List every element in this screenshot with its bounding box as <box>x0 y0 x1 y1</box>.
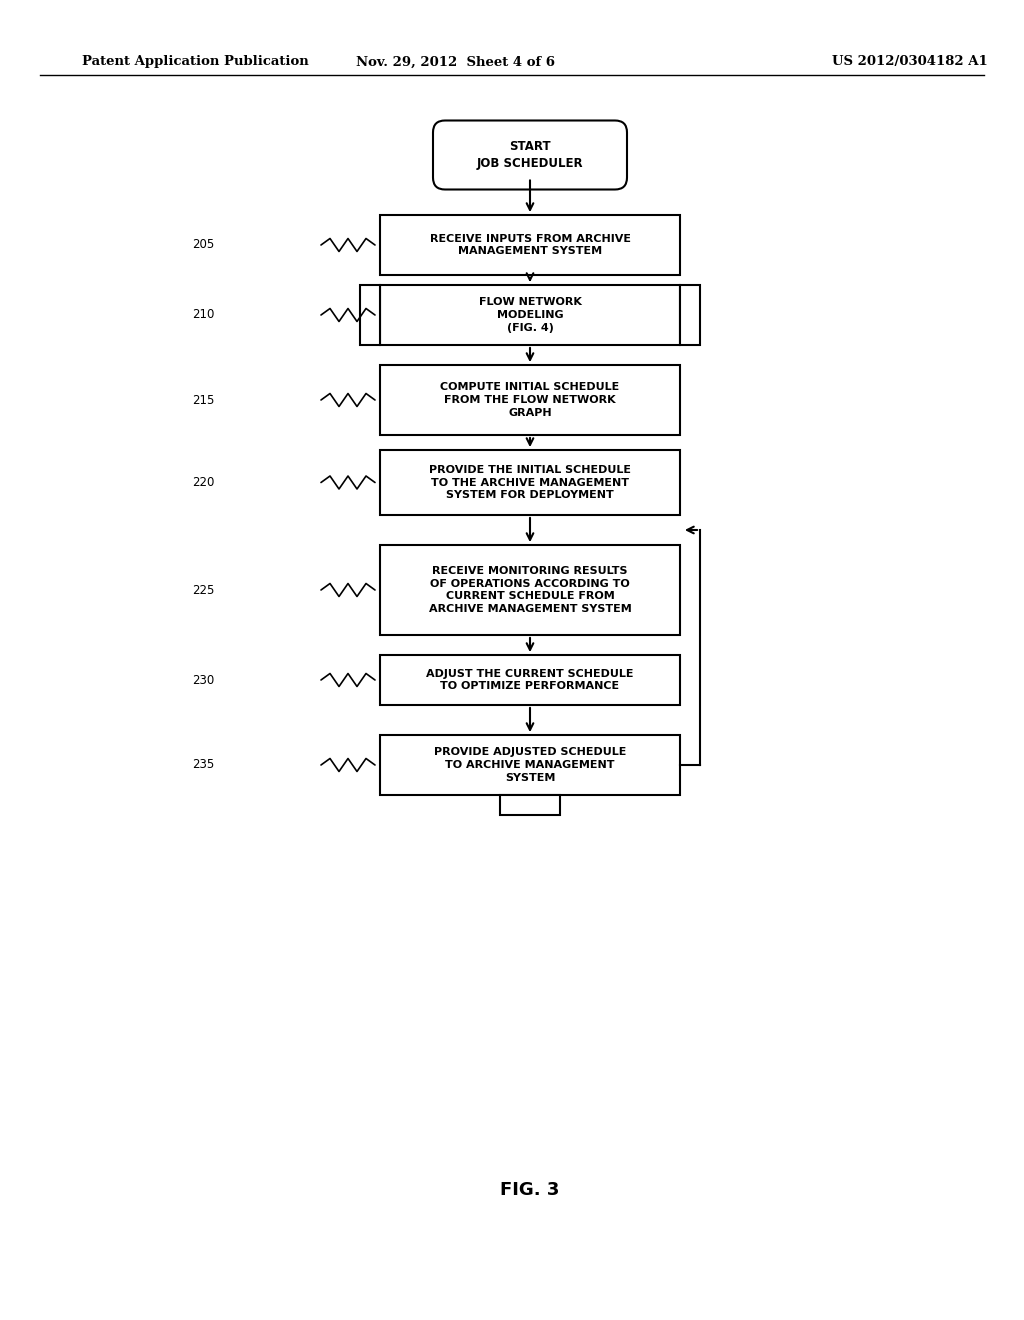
Bar <box>680 285 700 345</box>
Bar <box>380 545 680 635</box>
Text: RECEIVE MONITORING RESULTS
OF OPERATIONS ACCORDING TO
CURRENT SCHEDULE FROM
ARCH: RECEIVE MONITORING RESULTS OF OPERATIONS… <box>429 566 632 614</box>
Bar <box>380 366 680 436</box>
Text: 230: 230 <box>193 673 214 686</box>
Text: 215: 215 <box>193 393 214 407</box>
Text: PROVIDE ADJUSTED SCHEDULE
TO ARCHIVE MANAGEMENT
SYSTEM: PROVIDE ADJUSTED SCHEDULE TO ARCHIVE MAN… <box>434 747 627 783</box>
Bar <box>360 285 380 345</box>
Text: 225: 225 <box>193 583 214 597</box>
Text: 220: 220 <box>193 477 214 488</box>
Text: START
JOB SCHEDULER: START JOB SCHEDULER <box>477 140 584 170</box>
Bar <box>380 285 680 345</box>
Text: 205: 205 <box>193 239 214 252</box>
Text: COMPUTE INITIAL SCHEDULE
FROM THE FLOW NETWORK
GRAPH: COMPUTE INITIAL SCHEDULE FROM THE FLOW N… <box>440 383 620 418</box>
Text: 210: 210 <box>193 309 214 322</box>
Bar <box>380 735 680 795</box>
Text: 235: 235 <box>193 759 214 771</box>
Bar <box>500 795 560 814</box>
FancyBboxPatch shape <box>433 120 627 190</box>
Text: PROVIDE THE INITIAL SCHEDULE
TO THE ARCHIVE MANAGEMENT
SYSTEM FOR DEPLOYMENT: PROVIDE THE INITIAL SCHEDULE TO THE ARCH… <box>429 465 631 500</box>
Text: FLOW NETWORK
MODELING
(FIG. 4): FLOW NETWORK MODELING (FIG. 4) <box>478 297 582 333</box>
Text: RECEIVE INPUTS FROM ARCHIVE
MANAGEMENT SYSTEM: RECEIVE INPUTS FROM ARCHIVE MANAGEMENT S… <box>429 234 631 256</box>
Text: Nov. 29, 2012  Sheet 4 of 6: Nov. 29, 2012 Sheet 4 of 6 <box>355 55 555 69</box>
Text: FIG. 3: FIG. 3 <box>501 1181 560 1199</box>
Text: US 2012/0304182 A1: US 2012/0304182 A1 <box>833 55 988 69</box>
Bar <box>380 655 680 705</box>
Bar <box>380 450 680 515</box>
Text: Patent Application Publication: Patent Application Publication <box>82 55 309 69</box>
Bar <box>380 215 680 275</box>
Text: ADJUST THE CURRENT SCHEDULE
TO OPTIMIZE PERFORMANCE: ADJUST THE CURRENT SCHEDULE TO OPTIMIZE … <box>426 669 634 692</box>
